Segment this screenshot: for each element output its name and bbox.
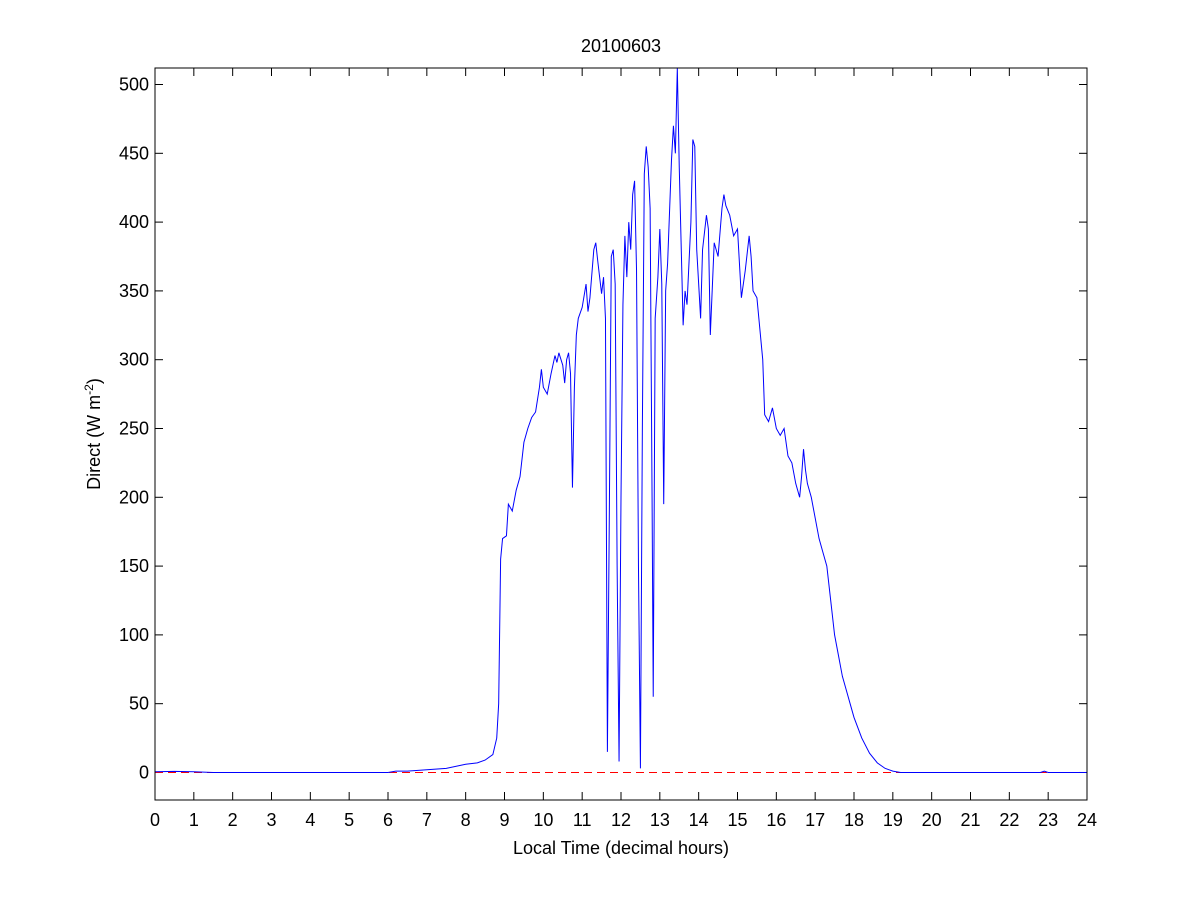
x-tick-label: 23 bbox=[1038, 810, 1058, 830]
x-tick-label: 10 bbox=[533, 810, 553, 830]
y-tick-label: 450 bbox=[119, 143, 149, 163]
y-tick-label: 250 bbox=[119, 418, 149, 438]
x-tick-label: 9 bbox=[499, 810, 509, 830]
x-tick-label: 19 bbox=[883, 810, 903, 830]
x-tick-label: 16 bbox=[766, 810, 786, 830]
x-tick-label: 18 bbox=[844, 810, 864, 830]
x-tick-label: 3 bbox=[266, 810, 276, 830]
x-tick-label: 15 bbox=[727, 810, 747, 830]
x-tick-label: 2 bbox=[228, 810, 238, 830]
plot-area bbox=[155, 68, 1087, 800]
x-tick-label: 22 bbox=[999, 810, 1019, 830]
y-tick-label: 200 bbox=[119, 487, 149, 507]
y-axis-label: Direct (W m-2) bbox=[82, 378, 104, 490]
x-tick-label: 24 bbox=[1077, 810, 1097, 830]
y-tick-label: 150 bbox=[119, 556, 149, 576]
x-tick-label: 0 bbox=[150, 810, 160, 830]
x-tick-label: 17 bbox=[805, 810, 825, 830]
axes-box bbox=[154, 67, 1088, 801]
y-tick-label: 100 bbox=[119, 625, 149, 645]
x-tick-label: 12 bbox=[611, 810, 631, 830]
y-tick-label: 300 bbox=[119, 350, 149, 370]
x-tick-label: 14 bbox=[689, 810, 709, 830]
x-tick-label: 4 bbox=[305, 810, 315, 830]
x-tick-label: 6 bbox=[383, 810, 393, 830]
x-tick-label: 21 bbox=[960, 810, 980, 830]
y-tick-label: 500 bbox=[119, 75, 149, 95]
y-tick-label: 0 bbox=[139, 762, 149, 782]
y-tick-label: 50 bbox=[129, 694, 149, 714]
x-tick-label: 20 bbox=[922, 810, 942, 830]
x-tick-label: 5 bbox=[344, 810, 354, 830]
x-axis-label: Local Time (decimal hours) bbox=[513, 838, 729, 858]
x-tick-label: 7 bbox=[422, 810, 432, 830]
y-tick-label: 400 bbox=[119, 212, 149, 232]
x-tick-label: 11 bbox=[573, 810, 592, 830]
x-tick-label: 13 bbox=[650, 810, 670, 830]
x-tick-label: 1 bbox=[189, 810, 199, 830]
chart-title: 20100603 bbox=[581, 36, 661, 56]
y-tick-label: 350 bbox=[119, 281, 149, 301]
x-tick-label: 8 bbox=[461, 810, 471, 830]
data-line bbox=[154, 67, 1087, 773]
